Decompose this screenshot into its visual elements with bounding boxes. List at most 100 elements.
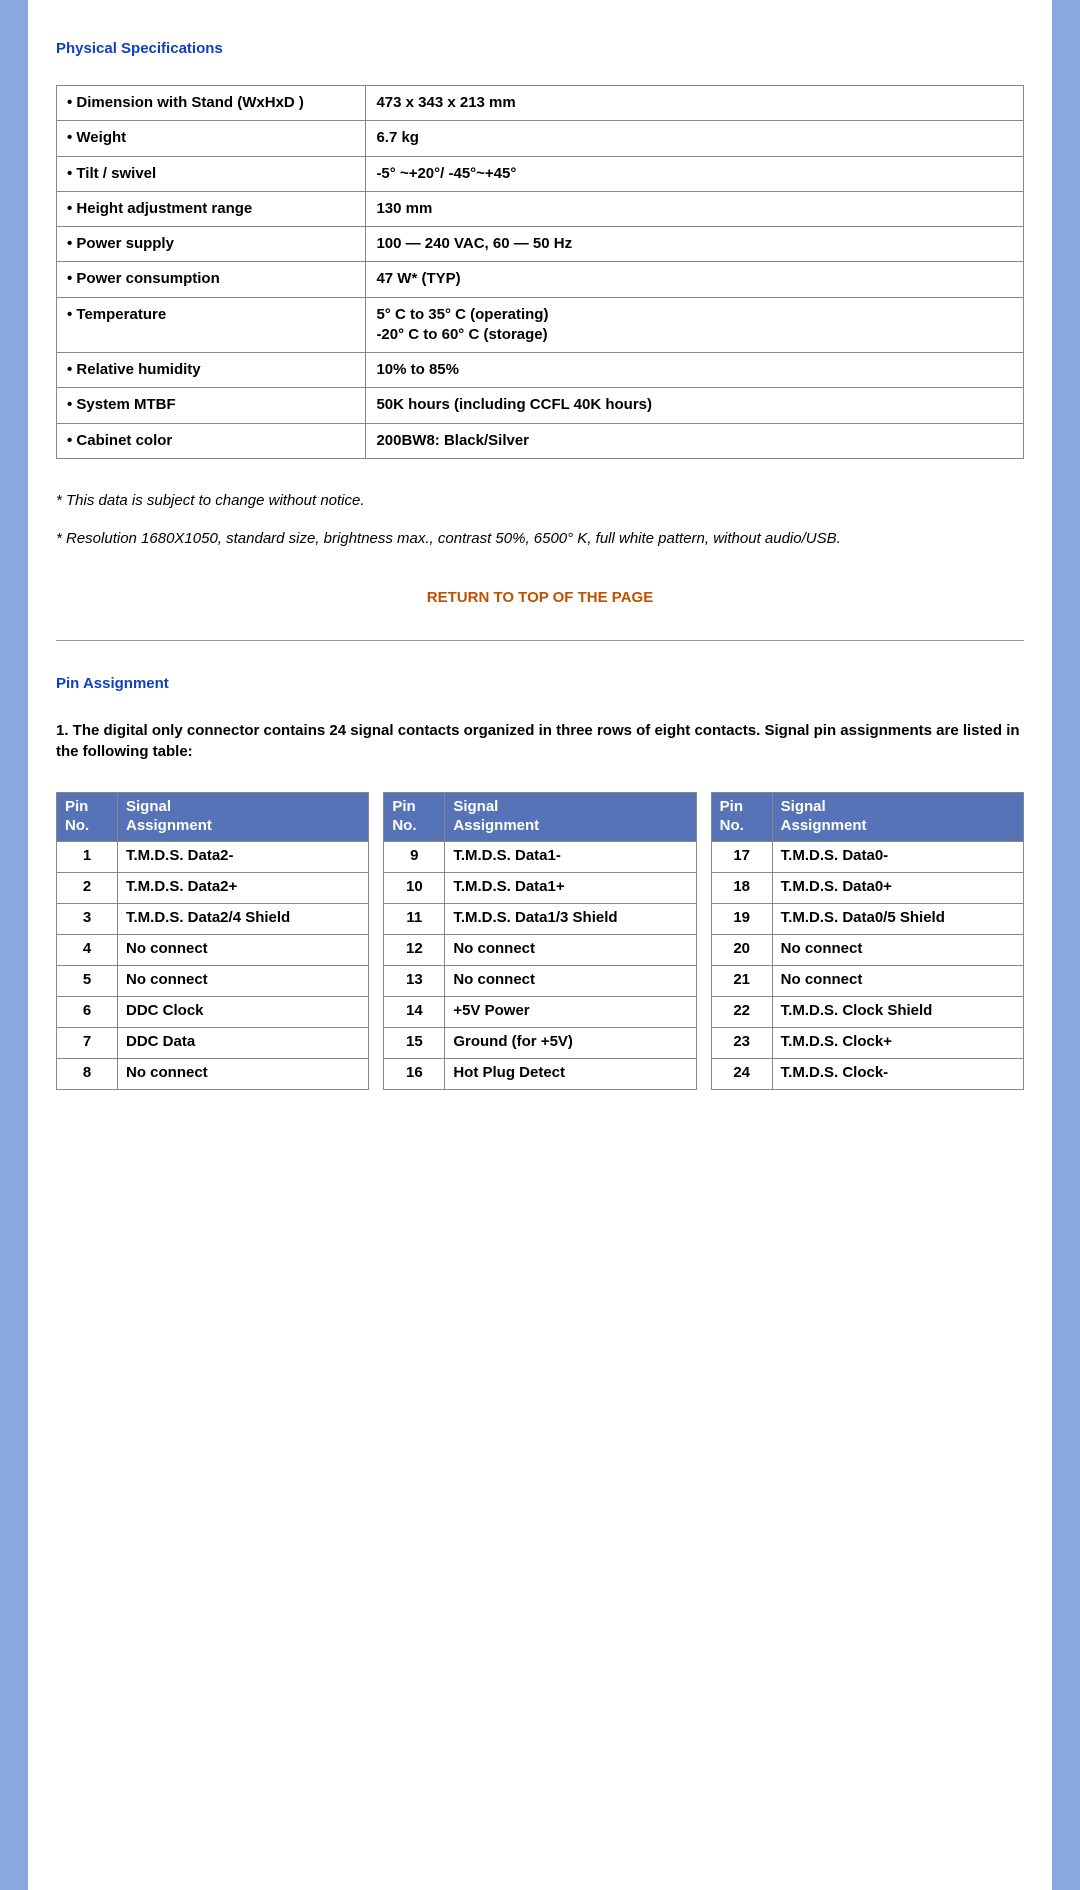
pin-table-col: PinNo.SignalAssignment1T.M.D.S. Data2-2T…: [56, 792, 369, 1090]
return-to-top-link[interactable]: RETURN TO TOP OF THE PAGE: [427, 589, 653, 606]
pin-row: 6DDC Clock: [57, 996, 369, 1027]
section-divider: [56, 640, 1024, 641]
pin-header-no: PinNo.: [711, 793, 772, 842]
page-content: Physical Specifications • Dimension with…: [28, 0, 1052, 1890]
pin-number: 1: [57, 841, 118, 872]
pin-signal: T.M.D.S. Clock Shield: [772, 996, 1023, 1027]
physical-spec-title: Physical Specifications: [56, 40, 1024, 57]
pin-number: 7: [57, 1027, 118, 1058]
spec-value: 130 mm: [366, 191, 1024, 226]
spec-row: • Height adjustment range130 mm: [57, 191, 1024, 226]
pin-header-signal: SignalAssignment: [118, 793, 369, 842]
pin-assignment-intro: 1. The digital only connector contains 2…: [56, 720, 1024, 762]
spec-value: 100 — 240 VAC, 60 — 50 Hz: [366, 227, 1024, 262]
pin-row: 18T.M.D.S. Data0+: [711, 872, 1023, 903]
spec-value: 200BW8: Black/Silver: [366, 423, 1024, 458]
pin-row: 5No connect: [57, 965, 369, 996]
pin-row: 9T.M.D.S. Data1-: [384, 841, 696, 872]
pin-number: 12: [384, 934, 445, 965]
pin-number: 8: [57, 1058, 118, 1089]
pin-row: 8No connect: [57, 1058, 369, 1089]
pin-table: PinNo.SignalAssignment9T.M.D.S. Data1-10…: [383, 792, 696, 1090]
spec-value: 473 x 343 x 213 mm: [366, 86, 1024, 121]
pin-number: 22: [711, 996, 772, 1027]
footnote-2: * Resolution 1680X1050, standard size, b…: [56, 529, 1024, 549]
pin-row: 3T.M.D.S. Data2/4 Shield: [57, 903, 369, 934]
pin-table-col: PinNo.SignalAssignment17T.M.D.S. Data0-1…: [711, 792, 1024, 1090]
pin-number: 3: [57, 903, 118, 934]
pin-signal: T.M.D.S. Data0+: [772, 872, 1023, 903]
spec-label: • Tilt / swivel: [57, 156, 366, 191]
pin-signal: Ground (for +5V): [445, 1027, 696, 1058]
pin-signal: T.M.D.S. Data2/4 Shield: [118, 903, 369, 934]
pin-assignment-title: Pin Assignment: [56, 675, 1024, 692]
pin-signal: DDC Clock: [118, 996, 369, 1027]
pin-tables-row: PinNo.SignalAssignment1T.M.D.S. Data2-2T…: [56, 792, 1024, 1090]
spec-row: • Relative humidity10% to 85%: [57, 353, 1024, 388]
pin-number: 14: [384, 996, 445, 1027]
pin-row: 10T.M.D.S. Data1+: [384, 872, 696, 903]
pin-number: 11: [384, 903, 445, 934]
pin-table: PinNo.SignalAssignment17T.M.D.S. Data0-1…: [711, 792, 1024, 1090]
footnote-1: * This data is subject to change without…: [56, 491, 1024, 511]
pin-row: 12No connect: [384, 934, 696, 965]
spec-value: 5° C to 35° C (operating)-20° C to 60° C…: [366, 297, 1024, 353]
pin-row: 11T.M.D.S. Data1/3 Shield: [384, 903, 696, 934]
pin-number: 18: [711, 872, 772, 903]
pin-number: 9: [384, 841, 445, 872]
pin-row: 1T.M.D.S. Data2-: [57, 841, 369, 872]
pin-row: 21No connect: [711, 965, 1023, 996]
pin-header-signal: SignalAssignment: [445, 793, 696, 842]
pin-row: 2T.M.D.S. Data2+: [57, 872, 369, 903]
pin-number: 20: [711, 934, 772, 965]
pin-header-no: PinNo.: [384, 793, 445, 842]
spec-label: • System MTBF: [57, 388, 366, 423]
pin-number: 5: [57, 965, 118, 996]
pin-signal: No connect: [118, 965, 369, 996]
spec-row: • Power supply100 — 240 VAC, 60 — 50 Hz: [57, 227, 1024, 262]
pin-signal: T.M.D.S. Data1+: [445, 872, 696, 903]
pin-signal: +5V Power: [445, 996, 696, 1027]
spec-row: • Cabinet color200BW8: Black/Silver: [57, 423, 1024, 458]
spec-label: • Power consumption: [57, 262, 366, 297]
spec-row: • Weight6.7 kg: [57, 121, 1024, 156]
pin-signal: T.M.D.S. Data1/3 Shield: [445, 903, 696, 934]
physical-spec-table: • Dimension with Stand (WxHxD )473 x 343…: [56, 85, 1024, 459]
pin-table: PinNo.SignalAssignment1T.M.D.S. Data2-2T…: [56, 792, 369, 1090]
pin-row: 16Hot Plug Detect: [384, 1058, 696, 1089]
pin-row: 4No connect: [57, 934, 369, 965]
pin-signal: T.M.D.S. Data0/5 Shield: [772, 903, 1023, 934]
pin-signal: No connect: [445, 965, 696, 996]
pin-row: 14+5V Power: [384, 996, 696, 1027]
spec-value: 50K hours (including CCFL 40K hours): [366, 388, 1024, 423]
pin-row: 22T.M.D.S. Clock Shield: [711, 996, 1023, 1027]
spec-label: • Height adjustment range: [57, 191, 366, 226]
pin-signal: T.M.D.S. Data0-: [772, 841, 1023, 872]
pin-row: 15Ground (for +5V): [384, 1027, 696, 1058]
pin-row: 13No connect: [384, 965, 696, 996]
pin-number: 10: [384, 872, 445, 903]
spec-row: • Tilt / swivel-5° ~+20°/ -45°~+45°: [57, 156, 1024, 191]
pin-number: 17: [711, 841, 772, 872]
pin-number: 24: [711, 1058, 772, 1089]
spec-label: • Dimension with Stand (WxHxD ): [57, 86, 366, 121]
pin-row: 24T.M.D.S. Clock-: [711, 1058, 1023, 1089]
pin-number: 6: [57, 996, 118, 1027]
pin-signal: T.M.D.S. Clock+: [772, 1027, 1023, 1058]
pin-signal: T.M.D.S. Data1-: [445, 841, 696, 872]
spec-row: • Dimension with Stand (WxHxD )473 x 343…: [57, 86, 1024, 121]
pin-table-col: PinNo.SignalAssignment9T.M.D.S. Data1-10…: [383, 792, 696, 1090]
pin-number: 13: [384, 965, 445, 996]
pin-header-signal: SignalAssignment: [772, 793, 1023, 842]
pin-number: 15: [384, 1027, 445, 1058]
pin-signal: No connect: [118, 1058, 369, 1089]
pin-signal: T.M.D.S. Data2+: [118, 872, 369, 903]
pin-signal: No connect: [445, 934, 696, 965]
pin-number: 23: [711, 1027, 772, 1058]
spec-label: • Temperature: [57, 297, 366, 353]
pin-number: 4: [57, 934, 118, 965]
pin-signal: T.M.D.S. Clock-: [772, 1058, 1023, 1089]
spec-value: 47 W* (TYP): [366, 262, 1024, 297]
return-to-top-wrap: RETURN TO TOP OF THE PAGE: [56, 589, 1024, 606]
pin-number: 19: [711, 903, 772, 934]
